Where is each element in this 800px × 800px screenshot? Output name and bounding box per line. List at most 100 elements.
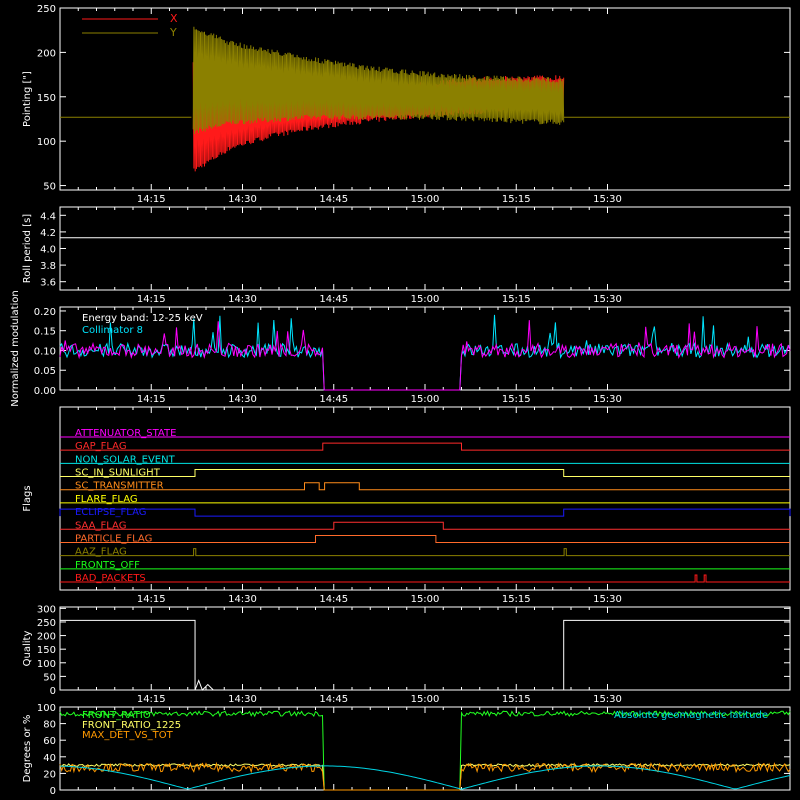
x-tick-label: 14:15 xyxy=(137,694,166,705)
y-tick-label: 150 xyxy=(37,645,56,656)
x-tick-label: 15:15 xyxy=(502,194,531,205)
plot-frame xyxy=(59,206,791,291)
plot-frame xyxy=(59,606,791,691)
flags-panel: 14:15 14:30 14:45 15:00 15:15 15:30 Flags ATTEN… xyxy=(22,406,791,605)
geomagnetic-latitude-curve xyxy=(60,765,791,790)
y-tick-label: 60 xyxy=(43,736,56,747)
flag-label: NON_SOLAR_EVENT xyxy=(75,454,176,465)
x-tick-label: 14:15 xyxy=(137,594,166,605)
degrees-legend-label: FRONT_RATIO xyxy=(82,710,151,721)
flag-label: FRONTS_OFF xyxy=(75,560,140,571)
x-tick-label: 14:15 xyxy=(137,294,166,305)
quality-series xyxy=(60,619,790,691)
modulation-panel: 14:15 14:30 14:45 15:00 15:15 15:30 Normalized… xyxy=(10,290,791,407)
y-tick-label: 0 xyxy=(50,686,56,697)
x-tick-label: 14:45 xyxy=(319,694,348,705)
y-tick-label: 0.20 xyxy=(34,307,56,318)
y-tick-label: 100 xyxy=(37,137,56,148)
y-tick-label: 200 xyxy=(37,632,56,643)
flag-line xyxy=(60,482,790,491)
collimator-series xyxy=(59,314,791,391)
flag-label: GAP_FLAG xyxy=(75,441,127,452)
y-tick-label: 80 xyxy=(43,720,56,731)
y-pointing-series xyxy=(192,26,565,135)
degrees-legend-label: MAX_DET_VS_TOT xyxy=(82,730,174,741)
y-tick-label: 0.00 xyxy=(34,386,56,397)
y-tick-label: 50 xyxy=(43,672,56,683)
x-tick-label: 15:30 xyxy=(593,294,622,305)
x-tick-label: 14:45 xyxy=(319,594,348,605)
flag-line xyxy=(60,534,790,543)
y-tick-label: 250 xyxy=(37,618,56,629)
x-tick-label: 14:15 xyxy=(137,194,166,205)
x-tick-label: 14:30 xyxy=(228,394,257,405)
y-tick-label: 300 xyxy=(37,604,56,615)
x-tick-label: 14:45 xyxy=(319,294,348,305)
y-tick-label: 200 xyxy=(37,48,56,59)
x-tick-label: 14:30 xyxy=(228,194,257,205)
flag-label: SC_IN_SUNLIGHT xyxy=(75,468,161,479)
flag-label: SC_TRANSMITTER xyxy=(75,481,164,492)
flag-label: BAD_PACKETS xyxy=(75,573,146,584)
x-tick-label: 15:30 xyxy=(593,694,622,705)
roll-period-panel: 14:15 14:30 14:45 15:00 15:15 15:30 Roll perio… xyxy=(22,206,791,305)
x-tick-label: 14:45 xyxy=(319,194,348,205)
y-label-group: Normalized modulation xyxy=(10,290,21,407)
x-tick-label: 15:30 xyxy=(593,394,622,405)
x-tick-label: 15:00 xyxy=(411,394,440,405)
flag-label: AAZ_FLAG xyxy=(75,547,127,558)
flag-line xyxy=(60,548,790,557)
flag-line xyxy=(60,574,790,583)
y-tick-label: 100 xyxy=(37,703,56,714)
y-tick-label: 4.4 xyxy=(40,211,56,222)
y-label-group: Quality xyxy=(22,631,33,667)
flag-label: PARTICLE_FLAG xyxy=(75,533,152,544)
y-axis-label: Degrees or % xyxy=(22,715,33,783)
x-tick-label: 14:30 xyxy=(228,294,257,305)
flag-label: SAA_FLAG xyxy=(75,520,126,531)
x-tick-label: 15:00 xyxy=(411,694,440,705)
y-axis-label: Normalized modulation xyxy=(10,290,21,407)
x-tick-label: 15:15 xyxy=(502,694,531,705)
y-axis-label: Flags xyxy=(22,485,33,511)
energy-band-label: Energy band: 12-25 keV xyxy=(82,313,203,324)
x-tick-label: 14:15 xyxy=(137,394,166,405)
x-tick-label: 14:30 xyxy=(228,594,257,605)
x-tick-label: 15:15 xyxy=(502,294,531,305)
geomagnetic-latitude-label: Absolute geomagnetic latitude xyxy=(614,710,768,721)
y-tick-label: 4.0 xyxy=(40,245,56,256)
y-axis-label: Quality xyxy=(22,631,33,667)
collimator-label: Collimator 8 xyxy=(82,325,143,336)
pointing-panel: 14:15 14:30 14:45 15:00 15:15 15:30 Pointing [… xyxy=(22,4,791,205)
y-tick-label: 3.6 xyxy=(40,278,56,289)
flag-label: ATTENUATOR_STATE xyxy=(75,428,176,439)
degrees-series-2 xyxy=(59,761,791,791)
degrees-legend-label: FRONT_RATIO_1225 xyxy=(82,720,181,731)
legend-x-label: X xyxy=(170,12,178,25)
y-tick-label: 40 xyxy=(43,753,56,764)
modulation-series xyxy=(59,320,791,391)
x-tick-label: 15:00 xyxy=(411,594,440,605)
y-tick-label: 250 xyxy=(37,4,56,15)
flag-line xyxy=(59,508,791,517)
legend-y-label: Y xyxy=(169,26,177,39)
x-tick-label: 15:15 xyxy=(502,394,531,405)
flag-line xyxy=(60,469,790,478)
y-tick-label: 3.8 xyxy=(40,261,56,272)
y-axis-label: Roll period [s] xyxy=(22,214,33,283)
flag-line xyxy=(60,442,790,451)
x-tick-label: 15:00 xyxy=(411,194,440,205)
x-tick-label: 14:45 xyxy=(319,394,348,405)
y-label-group: Degrees or % xyxy=(22,715,33,783)
y-tick-label: 50 xyxy=(43,182,56,193)
degrees-panel: Degrees or % 0 20 40 60 80 100 FRONT_RATIOFRONT… xyxy=(22,703,791,797)
y-tick-label: 4.2 xyxy=(40,228,56,239)
y-tick-label: 0.05 xyxy=(34,366,56,377)
y-tick-label: 20 xyxy=(43,769,56,780)
x-tick-label: 15:30 xyxy=(593,594,622,605)
y-label-group: Flags xyxy=(22,485,33,511)
flag-label: ECLIPSE_FLAG xyxy=(75,507,146,518)
y-label-group: Roll period [s] xyxy=(22,214,33,283)
quality-panel: 14:15 14:30 14:45 15:00 15:15 15:30 Quality 0 50… xyxy=(22,604,791,705)
